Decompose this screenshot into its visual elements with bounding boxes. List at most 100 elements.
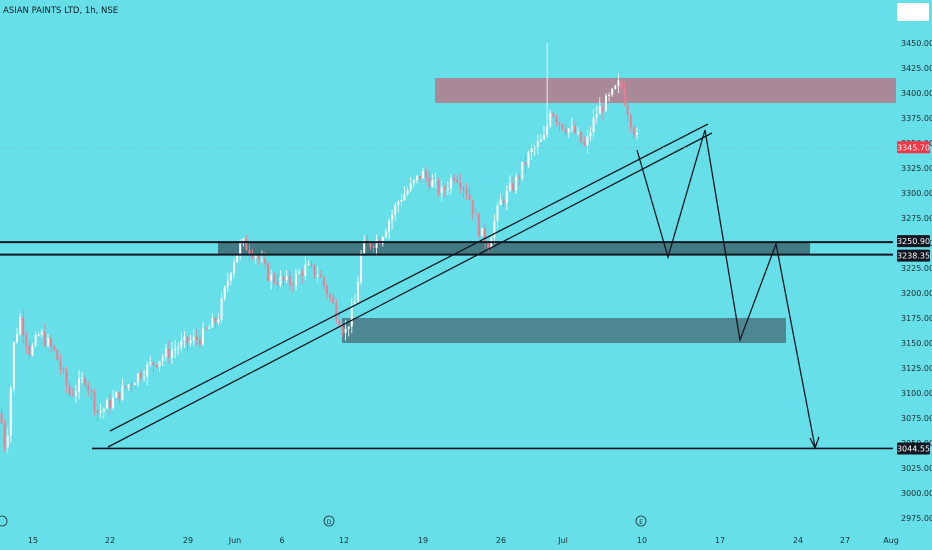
candle — [310, 261, 313, 268]
candle — [143, 370, 146, 382]
candle — [65, 366, 68, 394]
candle — [130, 381, 133, 393]
x-tick-label: 26 — [496, 536, 506, 545]
trendline-upper[interactable] — [109, 123, 709, 432]
candle — [6, 427, 9, 453]
candle — [332, 292, 335, 305]
candle — [270, 269, 273, 290]
candle — [195, 328, 198, 347]
candle — [140, 369, 142, 382]
event-marker-left[interactable] — [0, 515, 8, 527]
candle — [403, 186, 406, 201]
candle — [115, 390, 118, 398]
candle — [493, 214, 496, 244]
candle — [229, 271, 232, 286]
candle — [164, 343, 167, 361]
candle — [9, 385, 12, 443]
price-label-3250.90: 3250.90 — [897, 235, 930, 248]
candle — [313, 264, 316, 279]
candle — [468, 186, 471, 201]
candle — [177, 342, 180, 356]
candle — [598, 97, 601, 114]
candle — [552, 111, 555, 118]
candle — [34, 330, 37, 348]
time-axis[interactable]: 15 22 29 Jun 6 12 19 26 Jul 10 17 24 27 Aug — [28, 536, 899, 545]
y-tick-label: 3025.00 — [901, 464, 932, 473]
candle — [465, 182, 468, 201]
candle — [3, 419, 6, 452]
projection-arrowhead — [809, 436, 820, 450]
candle — [428, 170, 431, 191]
candle — [422, 168, 425, 179]
candle — [570, 117, 573, 133]
x-tick-label: 17 — [715, 536, 725, 545]
svg-text:3345.70: 3345.70 — [897, 143, 930, 152]
y-tick-label: 2975.00 — [901, 514, 932, 523]
candle — [59, 354, 62, 376]
zone-resistance[interactable] — [435, 78, 896, 103]
candle — [109, 393, 111, 415]
candle — [375, 234, 378, 257]
y-tick-label: 3200.00 — [901, 289, 932, 298]
symbol-badge[interactable] — [897, 3, 929, 21]
candle — [105, 397, 108, 409]
candle — [146, 361, 149, 386]
candle — [484, 223, 487, 249]
x-tick-label: 15 — [28, 536, 38, 545]
candle — [167, 340, 170, 364]
svg-text:E: E — [639, 519, 643, 526]
candle — [406, 186, 409, 197]
x-tick-label: 12 — [339, 536, 349, 545]
candle — [158, 360, 161, 372]
candle — [350, 298, 353, 334]
candle — [508, 175, 511, 193]
candle — [450, 174, 452, 195]
candle — [183, 330, 186, 348]
candle — [152, 361, 155, 373]
candle — [276, 273, 279, 291]
candle — [477, 212, 480, 239]
candle — [93, 388, 96, 416]
y-tick-label: 3175.00 — [901, 314, 932, 323]
candle — [620, 75, 623, 95]
trendline-lower[interactable] — [107, 132, 713, 448]
candle — [133, 381, 136, 386]
candle — [614, 84, 617, 90]
candle — [533, 144, 536, 156]
zone-support-1[interactable] — [218, 242, 810, 255]
event-marker-e[interactable]: E — [635, 515, 647, 527]
candle — [347, 326, 350, 337]
candle — [502, 196, 505, 208]
candle — [254, 254, 257, 265]
candle — [87, 381, 90, 398]
price-labels: 3345.70 3250.90 3238.35 3044.55 — [897, 141, 930, 455]
candle — [564, 123, 567, 136]
candle — [360, 249, 363, 285]
y-tick-label: 3375.00 — [901, 114, 932, 123]
candle — [601, 100, 604, 121]
candle — [592, 108, 595, 140]
candle — [236, 254, 239, 264]
candle — [326, 283, 328, 300]
x-tick-label: Aug — [883, 536, 899, 545]
candle — [419, 175, 421, 183]
candle — [50, 334, 53, 354]
candle — [580, 131, 583, 144]
candle — [282, 275, 285, 287]
zone-support-2[interactable] — [342, 318, 786, 343]
candle — [78, 369, 80, 400]
candle — [288, 270, 291, 291]
price-label-3345.70: 3345.70 — [897, 141, 930, 154]
candle — [192, 329, 195, 346]
candle — [623, 82, 626, 107]
candle — [335, 298, 338, 324]
event-marker-d[interactable]: D — [323, 515, 335, 527]
candle — [31, 343, 34, 357]
x-tick-label: 27 — [840, 536, 850, 545]
candle — [543, 126, 545, 141]
candle — [524, 154, 527, 174]
candle — [171, 342, 173, 364]
projection-path[interactable] — [636, 129, 816, 448]
candle — [357, 276, 359, 303]
